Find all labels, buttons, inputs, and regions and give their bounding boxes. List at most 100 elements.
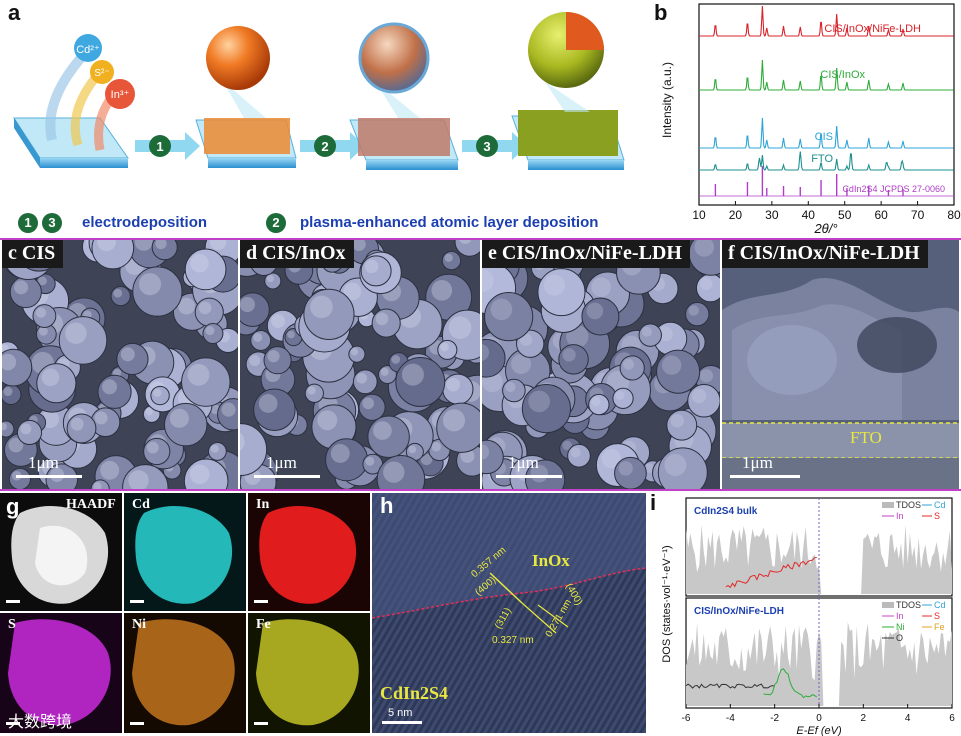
in-ion [105, 79, 135, 109]
dos-ylabel: DOS (states·vol⁻¹·eV⁻¹) [661, 545, 673, 662]
legend-step-2: 2 [266, 213, 286, 233]
panel-label-g: g [6, 494, 20, 519]
svg-text:In: In [896, 511, 904, 521]
legend-peald: plasma-enhanced atomic layer deposition [300, 214, 599, 231]
ni-pdos [763, 668, 818, 699]
cis-inox-sphere [360, 24, 428, 92]
svg-text:S²⁻: S²⁻ [94, 68, 109, 79]
xrd-tick-label: 20 [729, 208, 743, 222]
dos-tick-label: -6 [682, 713, 691, 724]
dos-tick-label: 0 [816, 713, 822, 724]
dos-bottom-legend: TDOS Cd In S Ni Fe O [882, 600, 946, 643]
cis-label: CdIn2S4 [380, 683, 449, 703]
sem-title-d: d CIS/InOx [240, 240, 354, 268]
xrd-xlabel: 2θ/° [813, 221, 837, 236]
xrd-tick-label: 40 [802, 208, 816, 222]
d-spacing-2: 0.327 nm [492, 635, 534, 646]
sem-title-e: e CIS/InOx/NiFe-LDH [482, 240, 690, 268]
legend-electrodeposition: electrodeposition [82, 214, 208, 231]
panel-label-h: h [380, 493, 394, 518]
sem-scale-f: 1μm [742, 453, 773, 472]
s-pdos [725, 557, 817, 589]
svg-text:S: S [934, 511, 940, 521]
arrow-step-1: 1 [135, 132, 200, 160]
panel-label-a: a [8, 0, 21, 25]
svg-text:3: 3 [483, 139, 490, 154]
sem-title-c: c CIS [2, 240, 64, 268]
substrate-4 [511, 110, 625, 170]
hrtem-panel: h InOx 0.357 nm (400) 0.327 nm (311) 0.2… [372, 493, 646, 733]
eds-s: S [0, 613, 122, 733]
cis-sphere [206, 26, 270, 90]
svg-text:In: In [896, 611, 904, 621]
svg-text:Fe: Fe [934, 622, 945, 632]
xrd-label-ldh: CIS/InOx/NiFe-LDH [824, 23, 921, 35]
eds-cd: Cd [124, 493, 246, 611]
xrd-ylabel: Intensity (a.u.) [660, 62, 674, 138]
svg-text:TDOS: TDOS [896, 500, 921, 510]
eds-in: In [248, 493, 370, 611]
svg-text:Cd: Cd [934, 500, 946, 510]
dos-tick-label: -2 [770, 713, 779, 724]
fto-label: FTO [850, 428, 882, 447]
xrd-label-cis-inox: CIS/InOx [820, 69, 865, 81]
dos-top-legend: TDOS Cd In S [882, 500, 946, 521]
xrd-traces [699, 5, 954, 197]
sem-title-f: f CIS/InOx/NiFe-LDH [722, 240, 928, 268]
svg-text:2: 2 [321, 139, 328, 154]
eds-haadf: HAADF [0, 493, 122, 611]
xrd-trace-0 [699, 5, 954, 37]
o-pdos [685, 683, 775, 689]
legend-step-1: 1 [18, 213, 38, 233]
dos-tick-label: 6 [949, 713, 955, 724]
dos-xlabel: E-Ef (eV) [796, 725, 842, 736]
eds-ni: Ni [124, 613, 246, 733]
tdos-top [686, 524, 952, 594]
substrate-2 [195, 118, 297, 168]
hrtem-scale: 5 nm [388, 707, 413, 719]
xrd-axes [698, 3, 955, 206]
s-ion [90, 60, 114, 84]
cross-section [722, 240, 959, 489]
xrd-trace-3 [699, 151, 954, 171]
svg-text:Ni: Ni [896, 622, 905, 632]
sem-scale-e: 1μm [508, 453, 539, 472]
xrd-tick-label: 80 [947, 208, 961, 222]
watermark: 大数跨境 [8, 712, 73, 731]
panel-label-b: b [654, 0, 668, 25]
svg-text:S: S [934, 611, 940, 621]
panel-label-i: i [650, 490, 657, 515]
svg-text:1: 1 [156, 139, 163, 154]
legend-step-3: 3 [42, 213, 62, 233]
xrd-trace-1 [699, 59, 954, 91]
xrd-label-cis: CIS [815, 131, 833, 143]
schematic-legend: 1 3 electrodeposition 2 plasma-enhanced … [18, 213, 638, 235]
dos-tick-label: -4 [726, 713, 735, 724]
dos-bottom-title: CIS/InOx/NiFe-LDH [694, 606, 784, 617]
xrd-label-jcpds: CdIn2S4 JCPDS 27-0060 [842, 184, 945, 194]
xrd-tick-label: 50 [838, 208, 852, 222]
xrd-tick-label: 70 [911, 208, 925, 222]
eds-fe: Fe [248, 613, 370, 733]
cd-ion [74, 34, 102, 62]
svg-text:Cd: Cd [934, 600, 946, 610]
sem-panel-d: d CIS/InOx 1μm [240, 240, 480, 489]
sem-panel-e: e CIS/InOx/NiFe-LDH 1μm [482, 240, 720, 489]
schematic-diagram: Cd²⁺ S²⁻ In³⁺ 1 2 3 [13, 12, 625, 170]
substrate-3 [349, 118, 459, 170]
arrow-step-3: 3 [462, 132, 527, 160]
arrow-step-2: 2 [300, 132, 365, 160]
xrd-trace-2 [699, 117, 954, 149]
dos-chart: DOS (states·vol⁻¹·eV⁻¹) CdIn2S4 bulk CIS… [661, 497, 955, 736]
sem-panel-f: f CIS/InOx/NiFe-LDH FTO 1μm [722, 240, 959, 489]
inox-label: InOx [532, 551, 570, 570]
svg-text:In³⁺: In³⁺ [111, 89, 130, 101]
xrd-tick-label: 30 [765, 208, 779, 222]
sem-scale-c: 1μm [28, 453, 59, 472]
xrd-label-fto: FTO [811, 153, 833, 165]
sem-row-frame [0, 238, 961, 491]
sem-scale-d: 1μm [266, 453, 297, 472]
xrd-chart: Intensity (a.u.) 10 20 30 40 50 60 70 80 2θ/° C… [660, 3, 961, 236]
dos-top-title: CdIn2S4 bulk [694, 506, 758, 517]
svg-text:Cd²⁺: Cd²⁺ [76, 44, 100, 56]
